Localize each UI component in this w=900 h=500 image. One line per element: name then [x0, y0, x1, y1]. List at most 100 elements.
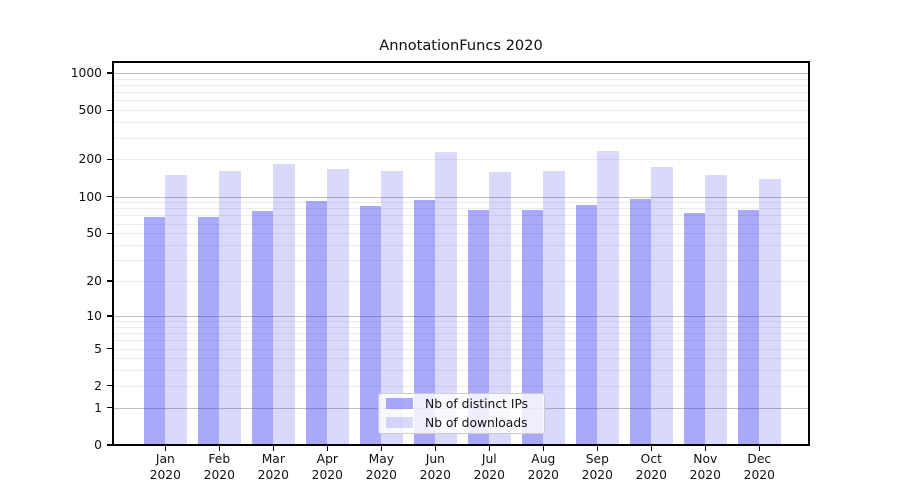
x-tick-label: Feb 2020	[203, 452, 235, 483]
y-axis-tick	[107, 72, 112, 74]
grid-line-minor	[113, 321, 808, 322]
x-tick-label: Apr 2020	[311, 452, 343, 483]
y-axis-spine	[112, 61, 114, 446]
bar-distinct-ips	[197, 217, 220, 445]
x-axis-tick	[326, 446, 328, 451]
y-tick-label: 100	[78, 189, 102, 204]
x-axis-tick	[272, 446, 274, 451]
bar-downloads	[705, 174, 727, 445]
bar-downloads	[435, 152, 457, 445]
x-tick-label: Jul 2020	[473, 452, 505, 483]
bar-distinct-ips	[737, 209, 760, 445]
x-tick-label: Oct 2020	[635, 452, 667, 483]
legend-swatch-distinct-ips	[386, 398, 413, 409]
bar-downloads	[219, 171, 241, 445]
y-tick-label: 20	[86, 274, 102, 288]
grid-line-minor	[113, 358, 808, 360]
x-axis-tick	[218, 446, 220, 451]
grid-line-minor	[113, 92, 808, 94]
bar-downloads	[273, 164, 295, 445]
x-tick-label: Sep 2020	[581, 452, 613, 483]
grid-line-minor	[113, 340, 808, 342]
legend-item-downloads: Nb of downloads	[386, 416, 537, 430]
bar-downloads	[489, 172, 511, 445]
y-axis-tick	[107, 407, 112, 409]
y-axis-tick	[107, 280, 112, 282]
grid-line-minor	[113, 202, 808, 204]
y-tick-label: 1000	[70, 65, 102, 80]
legend: Nb of distinct IPs Nb of downloads	[378, 392, 545, 434]
x-tick-label: Nov 2020	[689, 452, 721, 483]
x-axis-spine	[112, 444, 810, 446]
x-tick-label: Mar 2020	[257, 452, 289, 483]
bar-distinct-ips	[305, 200, 328, 445]
bar-downloads	[327, 169, 349, 445]
legend-label-distinct-ips: Nb of distinct IPs	[425, 396, 529, 411]
bar-distinct-ips	[413, 199, 436, 445]
grid-line-minor	[113, 84, 808, 86]
grid-line-minor	[113, 208, 808, 210]
grid-line-minor	[113, 78, 808, 80]
y-axis-tick	[107, 385, 112, 387]
grid-line-minor	[113, 100, 808, 102]
y-axis-tick	[107, 195, 112, 198]
grid-line-minor	[113, 223, 808, 225]
x-axis-tick	[164, 446, 166, 451]
grid-line-minor	[113, 326, 808, 328]
y-axis-tick	[107, 444, 112, 446]
chart-title: AnnotationFuncs 2020	[379, 37, 543, 54]
x-axis-tick	[380, 446, 382, 451]
x-tick-label: Aug 2020	[527, 452, 559, 483]
bar-downloads	[651, 166, 673, 445]
bar-downloads	[165, 174, 187, 445]
grid-line-minor	[113, 370, 808, 372]
grid-line-minor	[113, 348, 808, 350]
grid-line-minor	[113, 159, 808, 161]
grid-line-minor	[113, 122, 808, 124]
bar-downloads	[759, 178, 781, 445]
bar-distinct-ips	[629, 198, 652, 445]
x-tick-label: Jun 2020	[419, 452, 451, 483]
bar-downloads	[543, 171, 565, 445]
bar-distinct-ips	[683, 212, 706, 445]
y-tick-label: 5	[94, 341, 102, 356]
grid-line-minor	[113, 137, 808, 139]
legend-swatch-downloads	[386, 417, 413, 428]
x-axis-tick	[488, 446, 490, 451]
grid-line-major	[113, 72, 808, 74]
bar-distinct-ips	[521, 210, 544, 445]
grid-line-minor	[113, 245, 808, 246]
grid-line-minor	[113, 110, 808, 112]
y-axis-tick	[107, 109, 112, 111]
y-axis-tick	[107, 347, 112, 350]
grid-line-minor	[113, 385, 808, 387]
x-axis-tick	[704, 446, 706, 451]
y-axis-tick	[107, 315, 112, 317]
x-axis-tick	[434, 446, 436, 451]
grid-line-minor	[113, 333, 808, 334]
x-tick-label: Dec 2020	[743, 452, 775, 483]
grid-line-minor	[113, 215, 808, 217]
legend-item-distinct-ips: Nb of distinct IPs	[386, 397, 537, 411]
bar-distinct-ips	[575, 205, 598, 445]
y-tick-label: 200	[78, 152, 102, 167]
x-axis-tick	[650, 446, 652, 451]
y-tick-label: 0	[94, 438, 102, 452]
y-tick-label: 500	[78, 103, 102, 118]
y-tick-label: 1	[94, 400, 102, 415]
right-plot-border	[808, 61, 810, 446]
grid-line-major	[113, 315, 808, 317]
x-axis-tick	[758, 446, 760, 451]
x-tick-label: May 2020	[365, 452, 397, 483]
y-tick-label: 50	[86, 226, 102, 241]
bar-distinct-ips	[359, 205, 382, 445]
legend-label-downloads: Nb of downloads	[425, 415, 528, 430]
grid-line-minor	[113, 233, 808, 235]
bar-distinct-ips	[143, 217, 166, 445]
x-axis-tick	[542, 446, 544, 451]
x-tick-label: Jan 2020	[149, 452, 181, 483]
y-axis-tick	[107, 158, 112, 161]
x-axis-tick	[596, 446, 598, 451]
grid-line-minor	[113, 281, 808, 282]
